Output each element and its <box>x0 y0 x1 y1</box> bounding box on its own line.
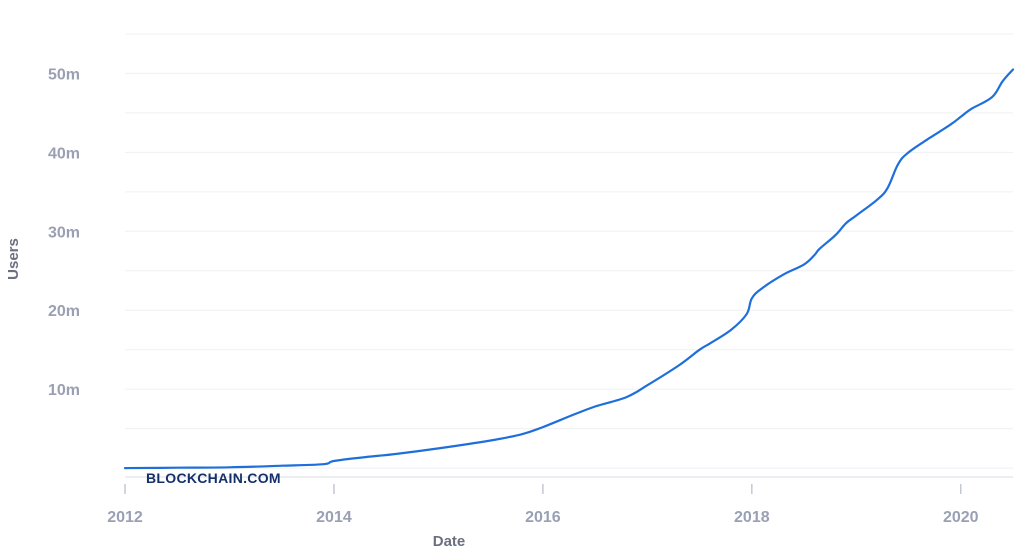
x-tick-label-2012: 2012 <box>107 509 143 526</box>
y-tick-label-20m: 20m <box>48 303 80 320</box>
x-axis-title: Date <box>433 533 466 550</box>
x-tick-label-2014: 2014 <box>316 509 352 526</box>
x-tick-marks <box>124 484 962 494</box>
y-axis-title: Users <box>5 238 22 280</box>
blockchain-watermark: BLOCKCHAIN.COM <box>146 470 281 486</box>
x-tick-label-2016: 2016 <box>525 509 561 526</box>
y-tick-label-40m: 40m <box>48 145 80 162</box>
y-tick-label-50m: 50m <box>48 66 80 83</box>
x-tick-label-2018: 2018 <box>734 509 770 526</box>
series-lines <box>123 68 1015 470</box>
y-tick-label-10m: 10m <box>48 382 80 399</box>
series-line-0 <box>123 68 1015 470</box>
gridlines <box>125 33 1013 469</box>
x-tick-label-2020: 2020 <box>943 509 979 526</box>
y-tick-label-30m: 30m <box>48 224 80 241</box>
x-tick-labels: 2012 2014 2016 2018 2020 <box>107 509 978 526</box>
y-tick-labels: 10m 20m 30m 40m 50m <box>48 66 80 399</box>
